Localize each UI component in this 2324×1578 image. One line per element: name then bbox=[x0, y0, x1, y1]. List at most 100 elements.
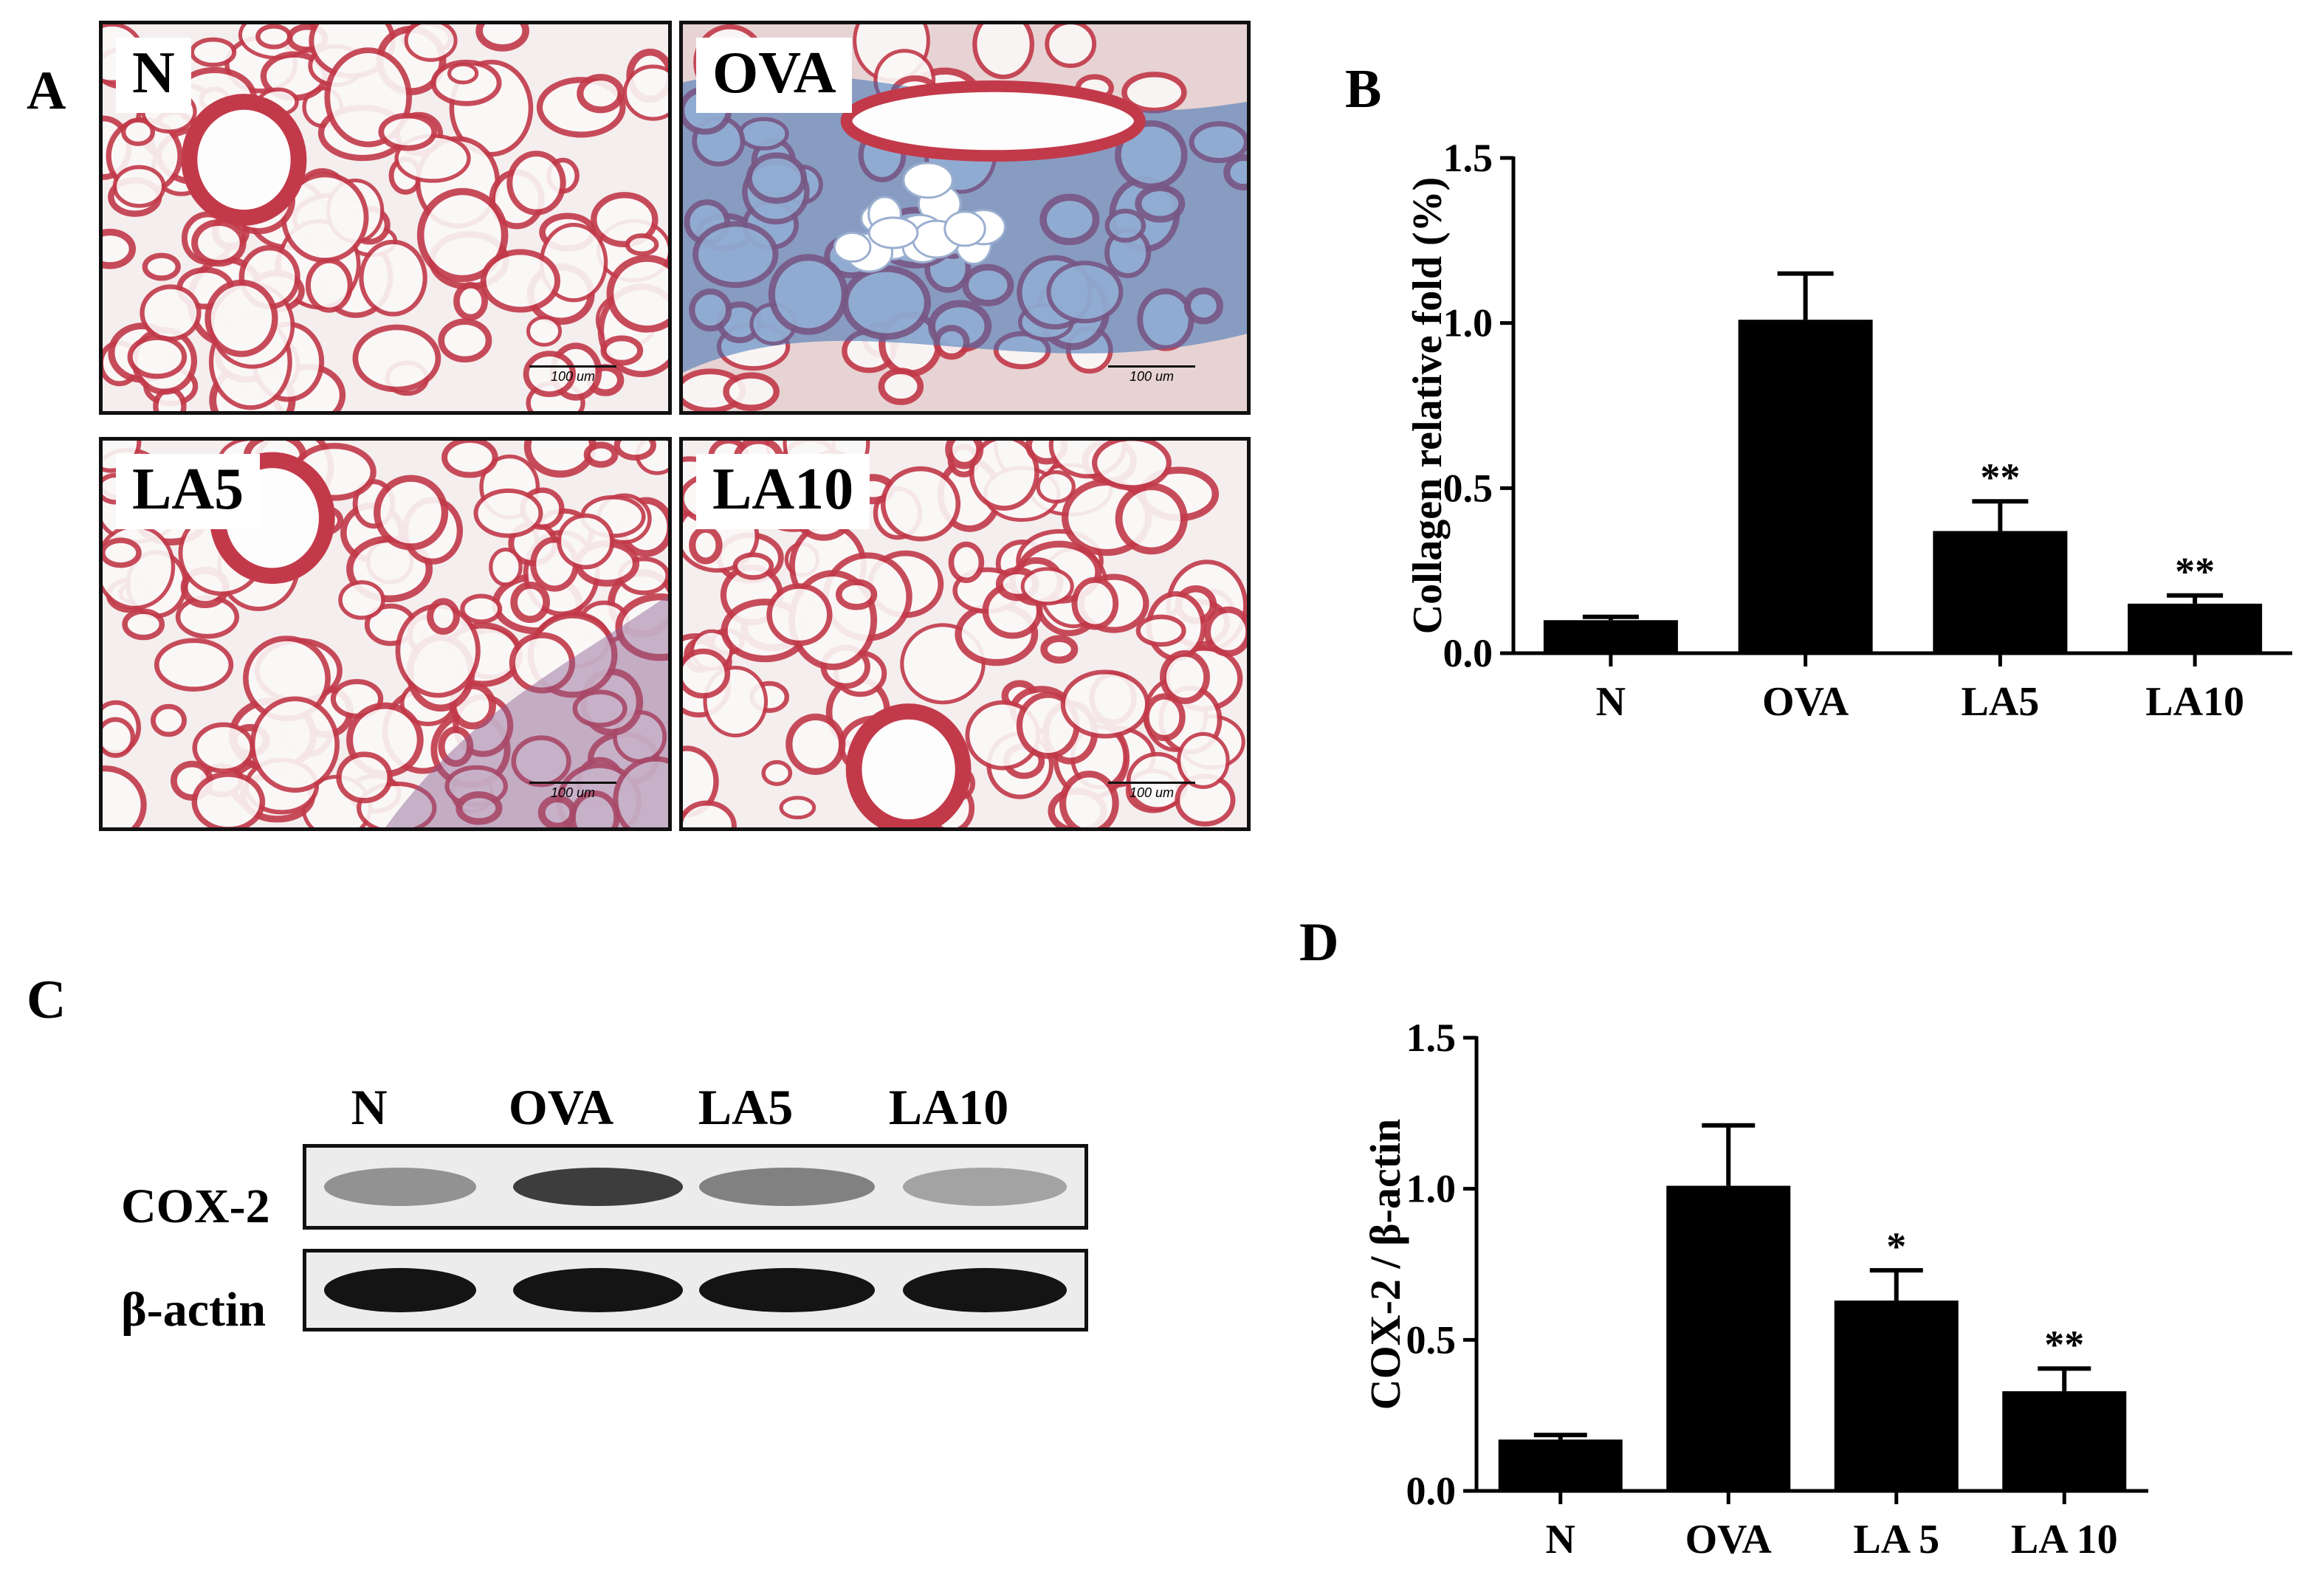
panel-label-b: B bbox=[1345, 59, 1382, 120]
alveolus bbox=[427, 598, 461, 635]
alveolus bbox=[948, 541, 985, 584]
alveolus bbox=[510, 582, 551, 624]
bar bbox=[1498, 1439, 1623, 1491]
blot-band bbox=[699, 1168, 875, 1206]
airway-lumen bbox=[181, 94, 307, 226]
significance-label: * bbox=[1886, 1224, 1906, 1269]
alveolus bbox=[112, 165, 166, 208]
panel-label-c: C bbox=[27, 970, 66, 1030]
alveolus bbox=[615, 593, 668, 661]
micrograph-n-label: N bbox=[116, 38, 191, 113]
alveolus bbox=[622, 64, 668, 121]
alveolus bbox=[1160, 650, 1210, 704]
wb-row-label-cox2: COX-2 bbox=[121, 1179, 270, 1233]
alveolus bbox=[583, 441, 619, 468]
alveolus bbox=[509, 632, 576, 694]
bar bbox=[1933, 531, 2068, 653]
alveolus bbox=[569, 790, 620, 827]
x-tick-label: OVA bbox=[1762, 679, 1849, 725]
micrograph-la10-label: LA10 bbox=[696, 454, 870, 529]
y-tick-label: 1.5 bbox=[1443, 136, 1493, 180]
alveolus bbox=[1071, 576, 1119, 630]
alveolus bbox=[438, 318, 492, 363]
alveolus bbox=[338, 580, 385, 620]
y-tick-label: 1.0 bbox=[1443, 301, 1493, 345]
alveolus bbox=[572, 689, 628, 728]
alveolus bbox=[103, 717, 136, 758]
micrograph-la10-scalebar: 100 um bbox=[1108, 782, 1195, 801]
alveolus bbox=[683, 648, 731, 699]
x-tick-label: N bbox=[1596, 679, 1626, 725]
blot-band bbox=[324, 1268, 476, 1312]
alveolus bbox=[441, 441, 498, 478]
micrograph-la5-label: LA5 bbox=[116, 454, 261, 529]
alveolus bbox=[336, 751, 393, 804]
alveolus bbox=[591, 192, 659, 248]
cox2-bar-chart: 0.0 0.5 1.0 1.5 COX-2 / β-actin N OVA LA 5 * LA 1… bbox=[1361, 1016, 2148, 1563]
x-tick-label: LA 10 bbox=[2011, 1517, 2118, 1563]
alveolus bbox=[140, 284, 202, 342]
alveolus bbox=[557, 513, 615, 570]
y-axis-title: Collagen relative fold (%) bbox=[1405, 177, 1451, 635]
alveolus bbox=[447, 62, 479, 85]
significance-label: ** bbox=[2044, 1323, 2084, 1367]
alveolus bbox=[374, 475, 449, 551]
alveolus bbox=[204, 279, 278, 357]
wb-strip-actin-image bbox=[306, 1253, 1084, 1328]
alveolus bbox=[523, 441, 597, 478]
micrograph-la5-image bbox=[103, 441, 668, 827]
y-tick-label: 1.5 bbox=[1406, 1016, 1457, 1060]
micrograph-n-scalebar: 100 um bbox=[529, 365, 616, 385]
alveolus bbox=[359, 239, 427, 317]
bar bbox=[1738, 320, 1873, 653]
y-tick-label: 0.5 bbox=[1443, 466, 1493, 510]
alveolus bbox=[625, 233, 659, 256]
alveolus bbox=[835, 579, 878, 610]
alveolus bbox=[255, 24, 292, 49]
alveolus bbox=[154, 638, 234, 692]
significance-label: ** bbox=[2175, 550, 2215, 594]
alveolus bbox=[606, 255, 668, 333]
alveolus bbox=[121, 117, 155, 146]
micrograph-la5-scalebar: 100 um bbox=[529, 782, 616, 801]
alveolus bbox=[732, 552, 774, 580]
micrograph-ova-scalebar: 100 um bbox=[1108, 365, 1195, 385]
alveolus bbox=[969, 441, 1039, 511]
wb-lane-label: N bbox=[351, 1079, 388, 1135]
alveolus bbox=[103, 524, 176, 610]
y-axis-title: COX-2 / β-actin bbox=[1361, 1119, 1409, 1410]
airway-lumen bbox=[845, 703, 972, 827]
wb-lane-label: LA10 bbox=[888, 1079, 1009, 1135]
wb-strip-cox2-image bbox=[306, 1148, 1084, 1226]
wb-strip-actin bbox=[303, 1249, 1088, 1331]
alveolus bbox=[378, 112, 438, 151]
x-tick-label: N bbox=[1546, 1517, 1575, 1563]
alveolus bbox=[1204, 606, 1247, 657]
alveolus bbox=[352, 324, 441, 393]
alveolus bbox=[1059, 771, 1119, 827]
alveolus bbox=[766, 583, 833, 647]
alveolus bbox=[404, 24, 458, 62]
x-tick-label: LA 5 bbox=[1853, 1517, 1939, 1563]
alveolus bbox=[455, 791, 503, 825]
y-tick-label: 0.5 bbox=[1406, 1317, 1457, 1362]
panel-label-d: D bbox=[1299, 912, 1339, 973]
adipose-cell bbox=[867, 216, 919, 249]
micrograph-ova-label: OVA bbox=[696, 38, 853, 113]
alveolus bbox=[151, 703, 187, 737]
adipose-cell bbox=[902, 162, 954, 199]
alveolus bbox=[127, 334, 188, 379]
bar bbox=[1666, 1185, 1791, 1491]
alveolus bbox=[577, 74, 625, 114]
alveolus bbox=[761, 759, 793, 787]
alveolus bbox=[250, 696, 340, 793]
bar bbox=[2002, 1391, 2127, 1491]
alveolus bbox=[1036, 470, 1076, 504]
alveolus bbox=[1020, 567, 1074, 606]
y-tick-label: 0.0 bbox=[1443, 631, 1493, 675]
airway-lumen bbox=[840, 80, 1146, 162]
alveolus bbox=[460, 593, 503, 624]
alveolus bbox=[192, 722, 255, 774]
alveolus bbox=[305, 258, 353, 313]
blot-band bbox=[513, 1268, 683, 1312]
